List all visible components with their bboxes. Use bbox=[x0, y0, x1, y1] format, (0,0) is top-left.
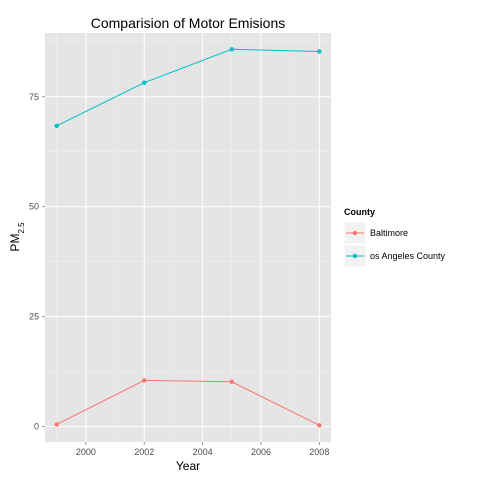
x-axis-title: Year bbox=[176, 459, 200, 473]
y-axis-title-sub: 2.5 bbox=[17, 222, 26, 234]
data-point bbox=[54, 123, 59, 128]
minor-gridlines bbox=[45, 33, 331, 442]
y-tick-label: 0 bbox=[34, 422, 39, 432]
tick-labels: 2000 2002 2004 2006 2008 0 25 50 75 bbox=[29, 92, 329, 457]
y-axis-title-main: PM bbox=[8, 234, 22, 252]
plot-background bbox=[45, 33, 331, 442]
y-tick-label: 25 bbox=[29, 312, 39, 322]
legend-label: Baltimore bbox=[370, 228, 408, 238]
y-tick-label: 75 bbox=[29, 92, 39, 102]
data-point bbox=[142, 378, 147, 383]
x-tick-label: 2002 bbox=[134, 447, 154, 457]
chart-title: Comparision of Motor Emisions bbox=[91, 15, 286, 31]
data-point bbox=[229, 379, 234, 384]
y-axis-title: PM2.5 bbox=[8, 222, 26, 252]
legend-key-point bbox=[352, 253, 358, 259]
legend-key-point bbox=[352, 230, 358, 236]
series-layer bbox=[54, 47, 322, 428]
data-point bbox=[317, 423, 322, 428]
x-tick-label: 2006 bbox=[251, 447, 271, 457]
x-tick-label: 2000 bbox=[76, 447, 96, 457]
data-point bbox=[54, 422, 59, 427]
data-point bbox=[317, 49, 322, 54]
legend-title: County bbox=[344, 207, 375, 217]
x-tick-label: 2004 bbox=[193, 447, 213, 457]
data-point bbox=[142, 80, 147, 85]
data-point bbox=[229, 47, 234, 52]
series-line bbox=[56, 379, 320, 426]
legend: County Baltimore os Angeles County bbox=[343, 207, 446, 268]
legend-label: os Angeles County bbox=[370, 251, 446, 261]
major-gridlines bbox=[45, 33, 331, 442]
x-tick-label: 2008 bbox=[309, 447, 329, 457]
series-line bbox=[56, 48, 320, 127]
y-tick-label: 50 bbox=[29, 202, 39, 212]
